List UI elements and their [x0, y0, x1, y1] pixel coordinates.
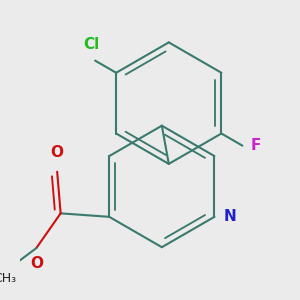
- Text: F: F: [251, 138, 262, 153]
- Text: CH₃: CH₃: [0, 272, 17, 285]
- Text: O: O: [30, 256, 43, 271]
- Text: Cl: Cl: [83, 37, 100, 52]
- Text: O: O: [51, 145, 64, 160]
- Text: N: N: [223, 209, 236, 224]
